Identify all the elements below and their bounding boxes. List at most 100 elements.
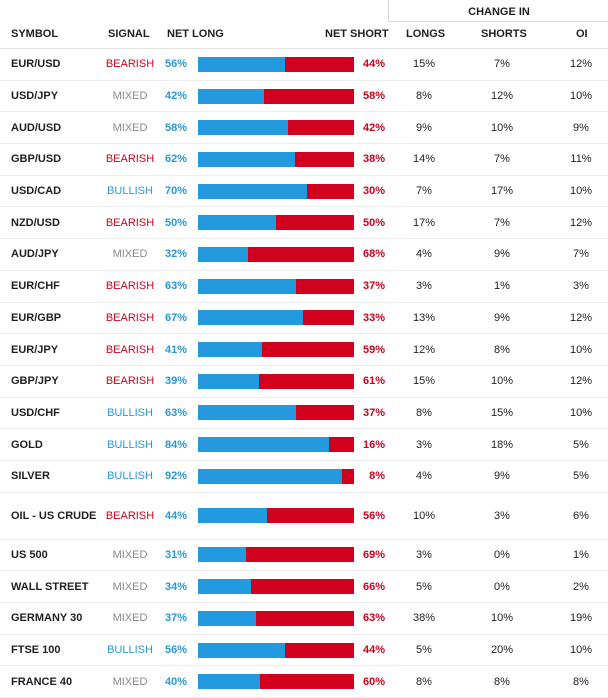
- symbol-cell[interactable]: USD/JPY: [11, 90, 59, 103]
- change-longs-value: 5%: [416, 580, 432, 593]
- change-longs-value: 15%: [412, 375, 436, 388]
- table-row[interactable]: EUR/GBP BEARISH 67% 33% 13% 9% 12%: [0, 303, 608, 335]
- symbol-cell[interactable]: GERMANY 30: [11, 612, 83, 625]
- header-shorts[interactable]: SHORTS: [481, 28, 527, 40]
- sentiment-bar: [198, 547, 354, 563]
- change-shorts-value: 15%: [490, 406, 514, 419]
- net-long-fill: [198, 183, 308, 199]
- change-shorts-value: 10%: [490, 121, 514, 134]
- change-oi-value: 7%: [573, 248, 589, 261]
- table-row[interactable]: EUR/JPY BEARISH 41% 59% 12% 8% 10%: [0, 334, 608, 366]
- change-in-group-header: CHANGE IN: [388, 0, 608, 22]
- symbol-cell[interactable]: WALL STREET: [11, 580, 89, 593]
- table-row[interactable]: GBP/JPY BEARISH 39% 61% 15% 10% 12%: [0, 366, 608, 398]
- symbol-cell[interactable]: FRANCE 40: [11, 675, 73, 688]
- net-long-value: 56%: [164, 644, 187, 657]
- change-longs-value: 13%: [412, 311, 436, 324]
- symbol-cell[interactable]: NZD/USD: [11, 216, 60, 229]
- change-longs-value: 3%: [416, 438, 432, 451]
- net-long-value: 31%: [164, 548, 187, 561]
- net-short-value: 56%: [362, 509, 385, 522]
- table-row[interactable]: GERMANY 30 MIXED 37% 63% 38% 10% 19%: [0, 603, 608, 635]
- table-row[interactable]: AUD/JPY MIXED 32% 68% 4% 9% 7%: [0, 239, 608, 271]
- change-oi-value: 12%: [569, 58, 593, 71]
- net-short-value: 44%: [362, 58, 385, 71]
- symbol-cell[interactable]: USD/CAD: [11, 185, 62, 198]
- net-long-fill: [198, 642, 286, 658]
- symbol-cell[interactable]: SILVER: [11, 470, 50, 483]
- sentiment-bar: [198, 151, 354, 167]
- table-row[interactable]: OIL - US CRUDE BEARISH 44% 56% 10% 3% 6%: [0, 493, 608, 540]
- symbol-cell[interactable]: AUD/USD: [11, 121, 62, 134]
- change-shorts-value: 17%: [490, 185, 514, 198]
- table-row[interactable]: FRANCE 40 MIXED 40% 60% 8% 8% 8%: [0, 666, 608, 698]
- table-row[interactable]: FTSE 100 BULLISH 56% 44% 5% 20% 10%: [0, 635, 608, 667]
- net-long-fill: [198, 310, 303, 326]
- change-shorts-value: 7%: [494, 216, 510, 229]
- change-longs-value: 8%: [416, 90, 432, 103]
- symbol-cell[interactable]: EUR/CHF: [11, 280, 60, 293]
- net-long-value: 58%: [164, 121, 187, 134]
- symbol-cell[interactable]: EUR/GBP: [11, 311, 62, 324]
- table-row[interactable]: WALL STREET MIXED 34% 66% 5% 0% 2%: [0, 571, 608, 603]
- symbol-cell[interactable]: US 500: [11, 548, 48, 561]
- table-row[interactable]: USD/JPY MIXED 42% 58% 8% 12% 10%: [0, 81, 608, 113]
- symbol-cell[interactable]: GOLD: [11, 438, 43, 451]
- change-shorts-value: 1%: [494, 280, 510, 293]
- sentiment-bar: [198, 183, 354, 199]
- change-longs-value: 4%: [416, 470, 432, 483]
- sentiment-bar: [198, 642, 354, 658]
- table-row[interactable]: AUD/USD MIXED 58% 42% 9% 10% 9%: [0, 112, 608, 145]
- net-short-value: 42%: [362, 121, 385, 134]
- net-short-value: 50%: [362, 216, 385, 229]
- net-long-fill: [198, 215, 276, 231]
- table-row[interactable]: GOLD BULLISH 84% 16% 3% 18% 5%: [0, 429, 608, 461]
- header-net-long[interactable]: NET LONG: [167, 28, 224, 40]
- table-row[interactable]: USD/CAD BULLISH 70% 30% 7% 17% 10%: [0, 176, 608, 208]
- net-long-value: 62%: [164, 153, 187, 166]
- header-net-short[interactable]: NET SHORT: [325, 28, 389, 40]
- change-shorts-value: 7%: [494, 58, 510, 71]
- net-long-value: 37%: [164, 612, 187, 625]
- table-row[interactable]: GBP/USD BEARISH 62% 38% 14% 7% 11%: [0, 144, 608, 176]
- symbol-cell[interactable]: OIL - US CRUDE: [11, 509, 97, 522]
- net-long-value: 42%: [164, 90, 187, 103]
- change-longs-value: 38%: [412, 612, 436, 625]
- net-short-value: 60%: [362, 675, 385, 688]
- net-short-value: 68%: [362, 248, 385, 261]
- net-long-value: 63%: [164, 280, 187, 293]
- symbol-cell[interactable]: USD/CHF: [11, 406, 60, 419]
- table-row[interactable]: EUR/CHF BEARISH 63% 37% 3% 1% 3%: [0, 271, 608, 303]
- sentiment-bar: [198, 674, 354, 690]
- net-long-value: 44%: [164, 509, 187, 522]
- sentiment-bar: [198, 437, 354, 453]
- table-row[interactable]: EUR/USD BEARISH 56% 44% 15% 7% 12%: [0, 49, 608, 81]
- table-row[interactable]: SILVER BULLISH 92% 8% 4% 9% 5%: [0, 461, 608, 493]
- net-long-fill: [198, 120, 289, 136]
- table-row[interactable]: USD/CHF BULLISH 63% 37% 8% 15% 10%: [0, 398, 608, 430]
- table-row[interactable]: NZD/USD BEARISH 50% 50% 17% 7% 12%: [0, 207, 608, 240]
- net-long-value: 63%: [164, 406, 187, 419]
- symbol-cell[interactable]: GBP/JPY: [11, 375, 59, 388]
- symbol-cell[interactable]: EUR/JPY: [11, 343, 59, 356]
- symbol-cell[interactable]: GBP/USD: [11, 153, 62, 166]
- signal-cell: BEARISH: [105, 58, 155, 71]
- header-signal[interactable]: SIGNAL: [108, 28, 150, 40]
- change-shorts-value: 8%: [494, 675, 510, 688]
- sentiment-bar: [198, 468, 354, 484]
- symbol-cell[interactable]: AUD/JPY: [11, 248, 59, 261]
- header-longs[interactable]: LONGS: [406, 28, 446, 40]
- signal-cell: BEARISH: [105, 343, 155, 356]
- change-oi-value: 12%: [569, 375, 593, 388]
- change-longs-value: 5%: [416, 644, 432, 657]
- header-oi[interactable]: OI: [576, 28, 588, 40]
- symbol-cell[interactable]: FTSE 100: [11, 644, 61, 657]
- net-long-fill: [198, 246, 248, 262]
- header-symbol[interactable]: SYMBOL: [11, 28, 59, 40]
- table-row[interactable]: US 500 MIXED 31% 69% 3% 0% 1%: [0, 540, 608, 572]
- change-longs-value: 3%: [416, 280, 432, 293]
- signal-cell: MIXED: [112, 580, 148, 593]
- net-short-value: 58%: [362, 90, 385, 103]
- symbol-cell[interactable]: EUR/USD: [11, 58, 61, 71]
